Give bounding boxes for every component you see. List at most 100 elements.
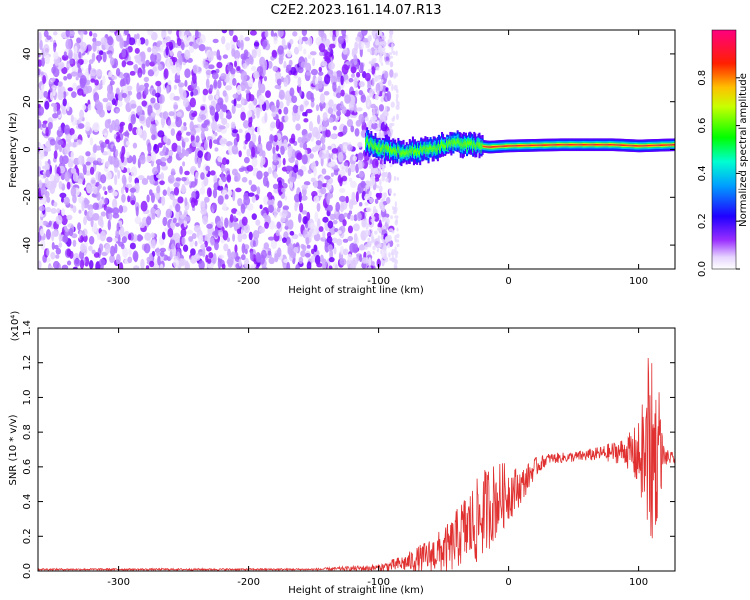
- heatmap-cell: [193, 225, 201, 233]
- heatmap-cell: [281, 209, 288, 217]
- signal-band-cell: [643, 144, 646, 147]
- heatmap-cell: [94, 79, 99, 86]
- heatmap-cell: [136, 105, 143, 116]
- signal-band-cell: [663, 144, 666, 146]
- signal-band-cell: [439, 145, 443, 148]
- heatmap-cell: [246, 165, 254, 172]
- heatmap-cell: [147, 142, 152, 154]
- signal-band-cell: [632, 144, 635, 147]
- heatmap-cell: [161, 30, 167, 40]
- signal-band-cell: [577, 143, 580, 146]
- heatmap-cell: [319, 254, 324, 263]
- heatmap-cell: [130, 199, 136, 206]
- heatmap-cell: [197, 150, 204, 158]
- heatmap-cell: [133, 234, 138, 242]
- heatmap-cell: [281, 37, 286, 49]
- heatmap-cell: [218, 55, 222, 61]
- heatmap-cell: [156, 247, 161, 257]
- colorbar: 0.00.20.40.60.8 Normalized spectral ampl…: [697, 29, 749, 277]
- heatmap-cell: [357, 141, 363, 148]
- signal-band-cell: [525, 144, 528, 147]
- signal-band-cell: [649, 144, 652, 147]
- heatmap-cell: [105, 160, 110, 168]
- heatmap-cell: [48, 220, 52, 226]
- heatmap-cell: [238, 258, 242, 267]
- heatmap-cell: [322, 112, 328, 121]
- heatmap-cell: [51, 230, 59, 237]
- x-tick-label: -300: [107, 276, 130, 287]
- heatmap-cell: [381, 62, 384, 66]
- heatmap-cell: [63, 124, 71, 135]
- heatmap-cell: [78, 117, 82, 125]
- y-tick-label: 1.4: [22, 320, 33, 336]
- heatmap-cell: [170, 195, 176, 201]
- heatmap-cell: [377, 123, 380, 129]
- heatmap-cell: [316, 218, 321, 228]
- signal-band-cell: [386, 147, 389, 150]
- heatmap-cell: [236, 228, 241, 235]
- heatmap-cell: [91, 249, 96, 255]
- heatmap-cell: [82, 58, 89, 65]
- heatmap-cell: [117, 169, 121, 180]
- heatmap-cell: [387, 243, 390, 249]
- signal-band-cell: [376, 148, 379, 151]
- heatmap-cell: [221, 117, 228, 125]
- y-tick-label: -20: [22, 189, 33, 205]
- heatmap-cell: [222, 138, 228, 145]
- heatmap-cell: [125, 151, 130, 158]
- heatmap-cell: [165, 208, 172, 219]
- heatmap-cell: [118, 241, 124, 247]
- heatmap-cell: [66, 214, 73, 221]
- heatmap-cell: [261, 266, 268, 269]
- colorbar-label: Normalized spectral amplitude: [738, 73, 749, 227]
- heatmap-cell: [130, 113, 136, 125]
- heatmap-cell: [82, 164, 87, 176]
- heatmap-cell: [145, 59, 150, 67]
- signal-band-cell: [623, 144, 626, 147]
- signal-band-cell: [604, 143, 607, 146]
- heatmap-cell: [273, 36, 278, 45]
- heatmap-cell: [87, 104, 92, 111]
- heatmap-cell: [385, 61, 390, 66]
- heatmap-cell: [107, 185, 113, 191]
- heatmap-cell: [300, 195, 308, 201]
- heatmap-cell: [364, 202, 369, 206]
- heatmap-cell: [332, 34, 336, 42]
- heatmap-cell: [71, 141, 78, 148]
- heatmap-cell: [50, 180, 57, 189]
- signal-band-cell: [432, 147, 435, 151]
- heatmap-cell: [152, 166, 159, 175]
- heatmap-cell: [96, 191, 101, 201]
- heatmap-cell: [92, 144, 97, 154]
- signal-band-cell: [468, 141, 471, 145]
- heatmap-cell: [95, 145, 102, 151]
- heatmap-cell: [104, 190, 108, 196]
- heatmap-cell: [60, 197, 65, 203]
- heatmap-cell: [371, 176, 376, 183]
- heatmap-cell: [114, 174, 118, 186]
- heatmap-cell: [207, 262, 215, 269]
- heatmap-cell: [143, 243, 151, 254]
- heatmap-cell: [51, 66, 56, 74]
- heatmap-cell: [166, 84, 170, 94]
- heatmap-cell: [238, 128, 243, 134]
- heatmap-cell: [45, 126, 49, 137]
- heatmap-cell: [392, 206, 395, 211]
- signal-band-cell: [429, 145, 432, 149]
- heatmap-cell: [203, 176, 209, 187]
- heatmap-cell: [298, 256, 304, 265]
- heatmap-cell: [257, 94, 265, 106]
- heatmap-cell: [167, 79, 172, 86]
- heatmap-cell: [299, 142, 304, 148]
- heatmap-cell: [251, 146, 256, 158]
- heatmap-cell: [386, 90, 392, 102]
- heatmap-cell: [318, 51, 325, 57]
- heatmap-cell: [205, 69, 212, 76]
- heatmap-cell: [88, 59, 94, 65]
- heatmap-cell: [232, 190, 236, 202]
- heatmap-cell: [43, 173, 47, 179]
- heatmap-cell: [39, 228, 45, 237]
- heatmap-cell: [199, 187, 206, 195]
- heatmap-cell: [112, 213, 120, 219]
- heatmap-cell: [78, 209, 82, 214]
